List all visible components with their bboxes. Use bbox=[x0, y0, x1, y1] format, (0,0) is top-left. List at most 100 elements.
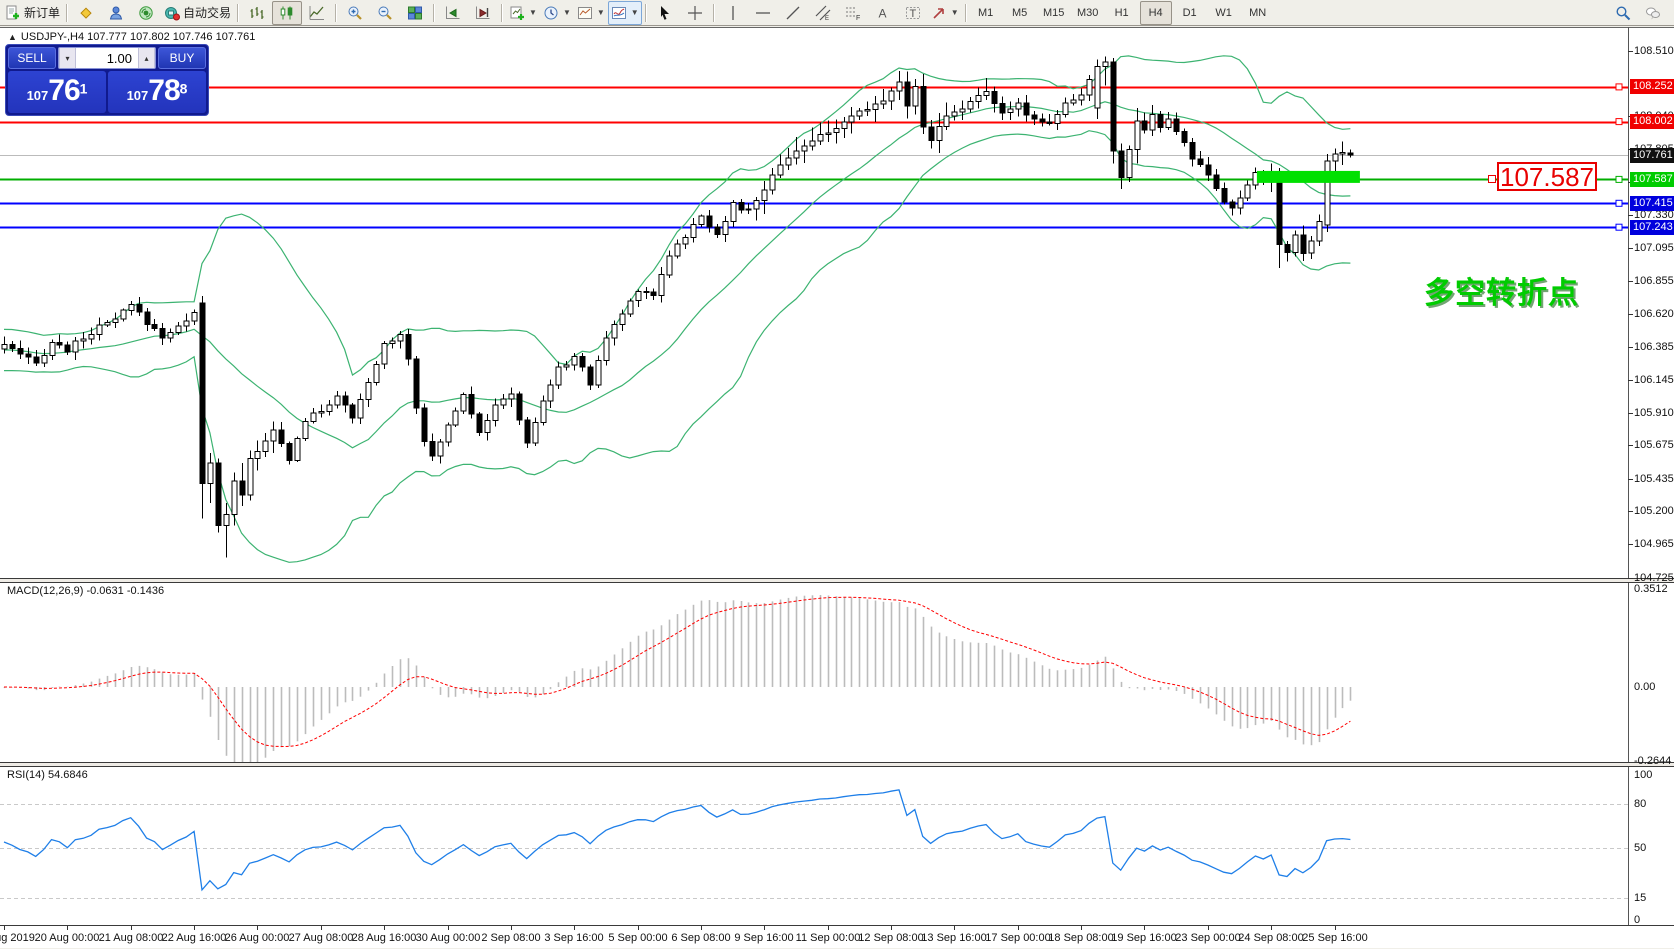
time-tick-mark bbox=[828, 926, 829, 930]
text-label-button[interactable]: T bbox=[898, 1, 928, 25]
horizontal-level-lines[interactable] bbox=[0, 86, 1628, 229]
timeframe-w1-button[interactable]: W1 bbox=[1215, 6, 1232, 19]
line-endpoint-marker[interactable] bbox=[1615, 118, 1623, 126]
price-tick-mark bbox=[1628, 281, 1633, 282]
volume-input[interactable] bbox=[76, 48, 138, 68]
cursor-button[interactable] bbox=[650, 1, 680, 25]
rsi-scale-label: 50 bbox=[1634, 842, 1647, 854]
line-endpoint-marker[interactable] bbox=[1615, 223, 1623, 231]
bar-chart-button[interactable] bbox=[242, 1, 272, 25]
toolbar: 新订单 自动交易 bbox=[0, 0, 1674, 26]
timeframe-d1-button[interactable]: D1 bbox=[1182, 6, 1197, 19]
signals-button[interactable] bbox=[131, 1, 161, 25]
main-chart-pane[interactable] bbox=[0, 28, 1628, 578]
buy-button[interactable]: BUY bbox=[158, 47, 206, 69]
time-tick-label: 16 Aug 2019 bbox=[0, 932, 35, 944]
search-button[interactable] bbox=[1608, 1, 1638, 25]
timeframe-m1-button[interactable]: M1 bbox=[978, 6, 994, 19]
macd-histogram bbox=[3, 595, 1352, 762]
timeframe-m30-button[interactable]: M30 bbox=[1076, 6, 1099, 19]
auto-scroll-button[interactable] bbox=[438, 1, 468, 25]
text-button[interactable]: A bbox=[868, 1, 898, 25]
symbol-ohlc-readout[interactable]: ▲ USDJPY-,H4 107.777 107.802 107.746 107.… bbox=[8, 31, 255, 43]
buy-price-prefix: 107 bbox=[126, 88, 149, 103]
sell-price-box[interactable]: 107761 bbox=[8, 71, 106, 113]
price-tick-mark bbox=[1628, 215, 1633, 216]
trendline-button[interactable] bbox=[778, 1, 808, 25]
time-tick-mark bbox=[257, 926, 258, 930]
price-callout-box[interactable]: 107.587 bbox=[1497, 162, 1597, 191]
timeframe-m15-button[interactable]: M15 bbox=[1042, 6, 1065, 19]
pane-separator[interactable] bbox=[0, 762, 1674, 767]
svg-text:E: E bbox=[825, 16, 829, 21]
horizontal-line-button[interactable] bbox=[748, 1, 778, 25]
price-tick-label: 105.675 bbox=[1634, 439, 1674, 451]
fibonacci-button[interactable]: F bbox=[838, 1, 868, 25]
bollinger-bands bbox=[3, 55, 1351, 563]
separator bbox=[964, 3, 967, 22]
line-chart-icon bbox=[309, 5, 325, 20]
macd-label: MACD(12,26,9) -0.0631 -0.1436 bbox=[7, 585, 165, 597]
zoom-in-button[interactable] bbox=[340, 1, 370, 25]
channel-button[interactable]: E bbox=[808, 1, 838, 25]
macd-scale-label: 0.00 bbox=[1634, 681, 1656, 693]
vertical-line-button[interactable] bbox=[718, 1, 748, 25]
timeframe-m5-button[interactable]: M5 bbox=[1012, 6, 1028, 19]
line-chart-button[interactable] bbox=[302, 1, 332, 25]
dropdown-arrow-icon: ▼ bbox=[596, 8, 605, 17]
time-tick-label: 13 Sep 16:00 bbox=[921, 932, 987, 944]
collapse-arrow-icon[interactable]: ▲ bbox=[8, 32, 17, 42]
bollinger-lower bbox=[4, 130, 1351, 563]
horizontal-line-icon bbox=[755, 11, 770, 14]
price-tick-mark bbox=[1628, 544, 1633, 545]
line-endpoint-marker[interactable] bbox=[1615, 175, 1623, 183]
tile-windows-button[interactable] bbox=[400, 1, 430, 25]
periods-menu-button[interactable]: ▼ bbox=[540, 1, 574, 25]
chart-shift-button[interactable] bbox=[468, 1, 498, 25]
new-order-button[interactable]: 新订单 bbox=[2, 1, 63, 25]
callout-anchor-marker[interactable] bbox=[1488, 175, 1496, 183]
timeframe-mn-button[interactable]: MN bbox=[1249, 6, 1267, 19]
templates-menu-button[interactable]: ▼ bbox=[574, 1, 608, 25]
time-tick-mark bbox=[638, 926, 639, 930]
community-button[interactable] bbox=[101, 1, 131, 25]
autotrading-button[interactable]: 自动交易 bbox=[161, 1, 234, 25]
time-tick-label: 11 Sep 00:00 bbox=[795, 932, 861, 944]
line-endpoint-marker[interactable] bbox=[1615, 83, 1623, 91]
volume-increase-button[interactable]: ▴ bbox=[138, 48, 155, 68]
timeframe-h1-button[interactable]: H1 bbox=[1114, 6, 1129, 19]
timeframe-h4-button[interactable]: H4 bbox=[1139, 0, 1172, 25]
time-tick-label: 6 Sep 08:00 bbox=[671, 932, 731, 944]
arrows-menu-button[interactable]: ▼ bbox=[928, 1, 962, 25]
line-endpoint-marker[interactable] bbox=[1615, 199, 1623, 207]
buy-price-box[interactable]: 107788 bbox=[108, 71, 206, 113]
clock-icon bbox=[544, 6, 558, 19]
rsi-pane[interactable] bbox=[0, 765, 1628, 925]
time-tick-label: 23 Sep 00:00 bbox=[1175, 932, 1241, 944]
crosshair-button[interactable] bbox=[680, 1, 710, 25]
price-level-chip: 107.587 bbox=[1630, 172, 1674, 187]
text-icon: A bbox=[878, 6, 886, 20]
chinese-annotation[interactable]: 多空转折点 bbox=[1424, 277, 1579, 310]
indicators-menu-button[interactable]: ▼ bbox=[607, 0, 642, 25]
sell-button[interactable]: SELL bbox=[8, 47, 56, 69]
metaeditor-button[interactable] bbox=[71, 1, 101, 25]
time-tick-mark bbox=[448, 926, 449, 930]
pane-separator[interactable] bbox=[0, 578, 1674, 583]
time-tick-mark bbox=[321, 926, 322, 930]
candles-layer bbox=[1, 56, 1354, 558]
separator bbox=[644, 3, 647, 22]
volume-decrease-button[interactable]: ▾ bbox=[59, 48, 76, 68]
chat-button[interactable] bbox=[1638, 1, 1668, 25]
autotrading-icon bbox=[165, 6, 181, 20]
candlestick-chart-button[interactable] bbox=[272, 0, 303, 25]
current-price-chip: 107.761 bbox=[1630, 148, 1674, 163]
macd-pane[interactable] bbox=[0, 581, 1628, 762]
zoom-out-button[interactable] bbox=[370, 1, 400, 25]
new-chart-menu-button[interactable]: ▼ bbox=[506, 1, 540, 25]
time-tick-label: 2 Sep 08:00 bbox=[481, 932, 541, 944]
sell-price-big: 76 bbox=[48, 74, 80, 107]
highlight-zone-rect[interactable] bbox=[1256, 170, 1360, 183]
svg-text:F: F bbox=[856, 15, 860, 21]
